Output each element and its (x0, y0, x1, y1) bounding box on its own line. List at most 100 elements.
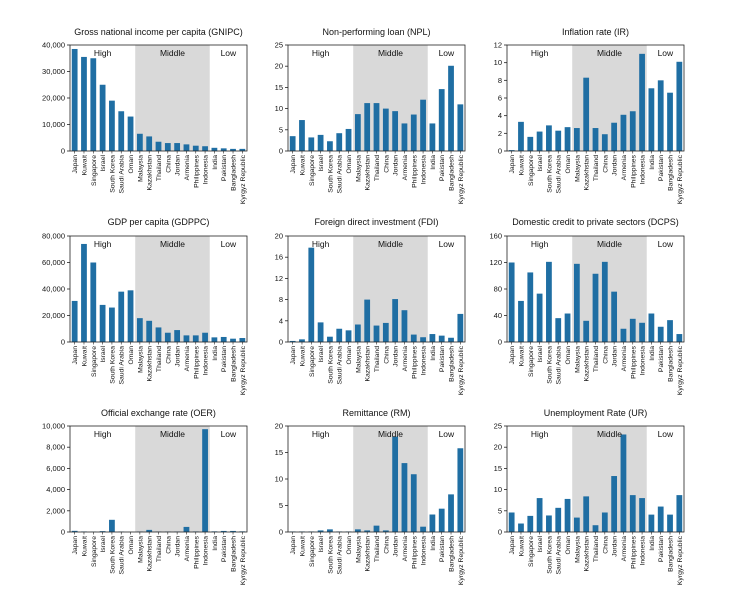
bar (146, 136, 152, 151)
bar (555, 508, 561, 532)
bar (165, 333, 171, 342)
y-tick-label: 8 (498, 76, 502, 85)
bar (457, 448, 463, 532)
x-tick-label: Singapore (528, 346, 535, 377)
x-tick-label: Thailand (374, 346, 381, 372)
bar (630, 495, 636, 532)
y-tick-label: 0 (279, 147, 283, 156)
x-tick-label: Kuwait (81, 346, 88, 367)
x-tick-label: Bangladesh (231, 155, 238, 191)
y-tick-label: 160 (489, 232, 502, 241)
y-tick-label: 4 (498, 111, 502, 120)
x-tick-label: Pakistan (221, 155, 228, 181)
x-tick-label: Saudi Arabia (119, 155, 126, 194)
x-tick-label: Oman (128, 536, 135, 555)
x-tick-label: China (165, 155, 172, 173)
x-tick-label: Singapore (91, 536, 98, 567)
group-label: Middle (597, 239, 622, 249)
group-label: Low (221, 429, 237, 439)
y-tick-label: 2,000 (46, 506, 65, 515)
x-tick-label: Pakistan (439, 346, 446, 372)
y-tick-label: 40 (494, 311, 502, 320)
bar (555, 318, 561, 342)
y-tick-label: 15 (275, 448, 283, 457)
x-tick-label: Jordan (612, 536, 619, 557)
bar (212, 337, 218, 342)
bar (202, 429, 208, 532)
bar (430, 334, 436, 342)
x-tick-label: Philippines (193, 345, 200, 378)
y-tick-label: 20,000 (42, 94, 65, 103)
x-tick-label: Philippines (630, 154, 637, 187)
chart-title: Gross national income per capita (GNIPC) (74, 27, 243, 37)
bar (383, 109, 389, 151)
y-tick-label: 0 (279, 338, 283, 347)
group-label: Middle (597, 48, 622, 58)
bar (202, 146, 208, 151)
x-tick-label: Jordan (393, 155, 400, 176)
bar (630, 111, 636, 151)
bar (402, 123, 408, 151)
bar (392, 437, 398, 532)
y-tick-label: 4,000 (46, 485, 65, 494)
bar (383, 323, 389, 342)
x-tick-label: Indonesia (203, 536, 210, 566)
x-tick-label: Indonesia (421, 536, 428, 566)
y-tick-label: 0 (61, 338, 65, 347)
group-label: Low (439, 239, 455, 249)
middle-income-band (135, 426, 210, 532)
bar (290, 136, 296, 151)
x-tick-label: Kuwait (518, 536, 525, 557)
bar (346, 129, 352, 151)
chart-title: Remittance (RM) (342, 408, 410, 418)
x-tick-label: Oman (565, 536, 572, 555)
group-label: Low (439, 429, 455, 439)
x-tick-label: Saudi Arabia (556, 536, 563, 575)
y-tick-label: 20 (275, 422, 283, 431)
bar (439, 336, 445, 342)
x-tick-label: China (383, 346, 390, 364)
x-tick-label: Indonesia (640, 346, 647, 376)
x-tick-label: Pakistan (439, 155, 446, 181)
bar (308, 248, 314, 342)
bar (574, 264, 580, 342)
bar (630, 319, 636, 342)
bar (239, 338, 245, 342)
y-tick-label: 0 (61, 147, 65, 156)
bar (583, 496, 589, 532)
bar (611, 123, 617, 151)
x-tick-label: Kyrgyz Republic (458, 345, 465, 395)
x-tick-label: Thailand (593, 155, 600, 181)
bar (649, 314, 655, 342)
bar (658, 327, 664, 342)
x-tick-label: Kyrgyz Republic (240, 535, 247, 585)
x-tick-label: Kyrgyz Republic (677, 345, 684, 395)
y-tick-label: 8 (279, 295, 283, 304)
bar (72, 49, 78, 151)
x-tick-label: Pakistan (658, 155, 665, 181)
y-tick-label: 0 (279, 528, 283, 537)
chart-title: Domestic credit to private sectors (DCPS… (512, 217, 679, 227)
x-tick-label: Malaysia (137, 346, 144, 373)
group-label: High (94, 429, 112, 439)
bar (457, 104, 463, 151)
group-label: Middle (160, 429, 185, 439)
y-tick-label: 120 (489, 258, 502, 267)
x-tick-label: Israel (318, 346, 325, 363)
group-label: Low (658, 48, 674, 58)
bar (602, 134, 608, 151)
group-label: Low (658, 239, 674, 249)
x-tick-label: Thailand (156, 155, 163, 181)
bar (518, 122, 524, 151)
x-tick-label: China (602, 346, 609, 364)
bar (184, 144, 190, 151)
bar (658, 80, 664, 151)
group-label: Middle (160, 239, 185, 249)
x-tick-label: Israel (537, 155, 544, 172)
x-tick-label: China (602, 155, 609, 173)
y-tick-label: 12 (275, 274, 283, 283)
x-tick-label: Armenia (184, 536, 191, 562)
bar (202, 333, 208, 342)
x-tick-label: Philippines (193, 535, 200, 568)
